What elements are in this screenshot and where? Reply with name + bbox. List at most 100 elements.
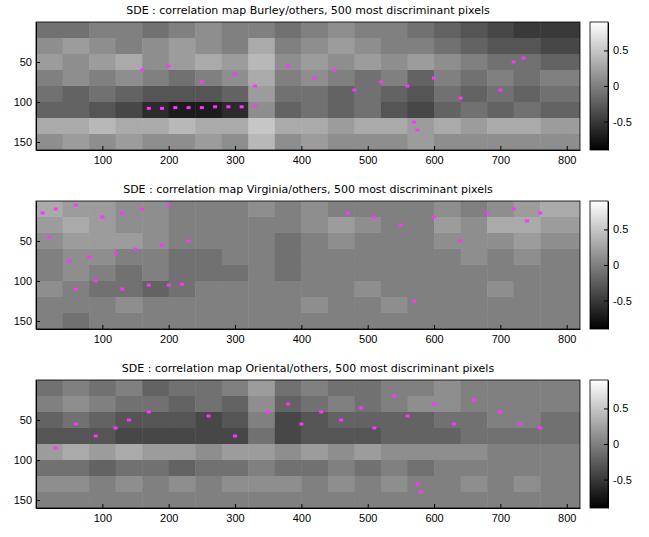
discriminant-pixel <box>286 65 290 68</box>
heat-cell <box>301 281 328 298</box>
heat-cell <box>36 38 63 55</box>
heat-cell <box>408 460 435 477</box>
heat-cell <box>63 460 90 477</box>
heat-cell <box>89 86 116 103</box>
heat-cell <box>514 54 541 71</box>
heat-cell <box>487 492 514 508</box>
heat-cell <box>169 492 196 508</box>
heat-cell <box>89 396 116 413</box>
tick: 500 <box>359 325 377 345</box>
heat-cell <box>354 249 381 266</box>
heat-cell <box>222 380 249 397</box>
heat-cell <box>381 201 408 218</box>
x-axis: 100200300400500600700800 <box>37 146 581 166</box>
heat-cell <box>248 492 275 508</box>
discriminant-pixel <box>200 106 204 109</box>
heat-cell <box>408 281 435 298</box>
heat-cell <box>567 134 580 150</box>
heat-cell <box>89 428 116 445</box>
tick-label: 400 <box>293 512 311 524</box>
tick: 100 <box>14 275 40 287</box>
heat-cell <box>248 134 275 150</box>
tick: -0.5 <box>604 116 632 128</box>
discriminant-pixel <box>240 105 244 108</box>
colorbar <box>590 201 608 329</box>
heat-cell <box>381 265 408 282</box>
heat-cell <box>567 492 580 508</box>
heat-cell <box>169 444 196 461</box>
tick: 300 <box>226 504 244 524</box>
heat-cell <box>142 38 169 55</box>
heat-cell <box>434 86 461 103</box>
title: SDE : correlation map Oriental/others, 5… <box>122 362 495 375</box>
heat-cell <box>408 22 435 39</box>
discriminant-pixel <box>147 107 151 110</box>
plot-area <box>36 380 580 508</box>
heat-cell <box>540 412 567 429</box>
heat-cell <box>567 201 580 218</box>
heat-cell <box>89 54 116 71</box>
heat-cell <box>381 70 408 87</box>
heat-cell <box>354 38 381 55</box>
heat-cell <box>434 233 461 250</box>
discriminant-pixel <box>346 212 350 215</box>
heat-cell <box>142 22 169 39</box>
tick: 800 <box>558 504 576 524</box>
discriminant-pixel <box>233 73 237 76</box>
heat-cell <box>116 217 143 234</box>
heat-cell <box>275 102 302 119</box>
tick-label: 500 <box>359 512 377 524</box>
heat-cell <box>567 118 580 135</box>
heat-cell <box>540 70 567 87</box>
heat-cell <box>63 201 90 218</box>
heat-cell <box>248 265 275 282</box>
heat-cell <box>567 380 580 397</box>
heat-cell <box>142 460 169 477</box>
heat-cell <box>142 134 169 150</box>
heat-cell <box>169 201 196 218</box>
heat-cell <box>275 233 302 250</box>
heat-cell <box>354 460 381 477</box>
heat-cell <box>301 476 328 493</box>
heat-cell <box>195 134 222 150</box>
heat-cell <box>301 54 328 71</box>
heat-cell <box>461 134 488 150</box>
heat-cell <box>301 38 328 55</box>
tick-mark <box>604 480 608 481</box>
discriminant-pixel <box>266 411 270 414</box>
tick: 0.5 <box>604 402 628 414</box>
heat-cell <box>116 297 143 314</box>
discriminant-pixel <box>100 216 104 219</box>
tick-label: 700 <box>492 333 510 345</box>
heat-cell <box>434 70 461 87</box>
discriminant-pixel <box>114 427 118 430</box>
heat-cell <box>195 249 222 266</box>
heat-cell <box>408 396 435 413</box>
tick-mark <box>567 146 568 150</box>
tick-label: 100 <box>94 333 112 345</box>
discriminant-pixel <box>406 85 410 88</box>
tick: -0.5 <box>604 474 632 486</box>
heat-cell <box>567 217 580 234</box>
heat-cell <box>63 38 90 55</box>
heat-cell <box>36 396 63 413</box>
tick-label: -0.5 <box>613 474 632 486</box>
heat-cell <box>222 70 249 87</box>
tick-mark <box>604 444 608 445</box>
heat-cell <box>63 86 90 103</box>
heat-cell <box>487 22 514 39</box>
heat-cell <box>222 460 249 477</box>
discriminant-pixel <box>213 105 217 108</box>
heat-cell <box>169 313 196 329</box>
tick-label: 150 <box>14 315 32 327</box>
heat-cell <box>63 428 90 445</box>
discriminant-pixel <box>180 283 184 286</box>
heat-cell <box>275 201 302 218</box>
heat-cell <box>567 428 580 445</box>
heat-cell <box>222 412 249 429</box>
tick: 100 <box>14 454 40 466</box>
colorbar-axis: -0.500.5 <box>604 381 632 509</box>
heat-cell <box>36 22 63 39</box>
heat-cell <box>89 476 116 493</box>
tick-mark <box>604 408 608 409</box>
